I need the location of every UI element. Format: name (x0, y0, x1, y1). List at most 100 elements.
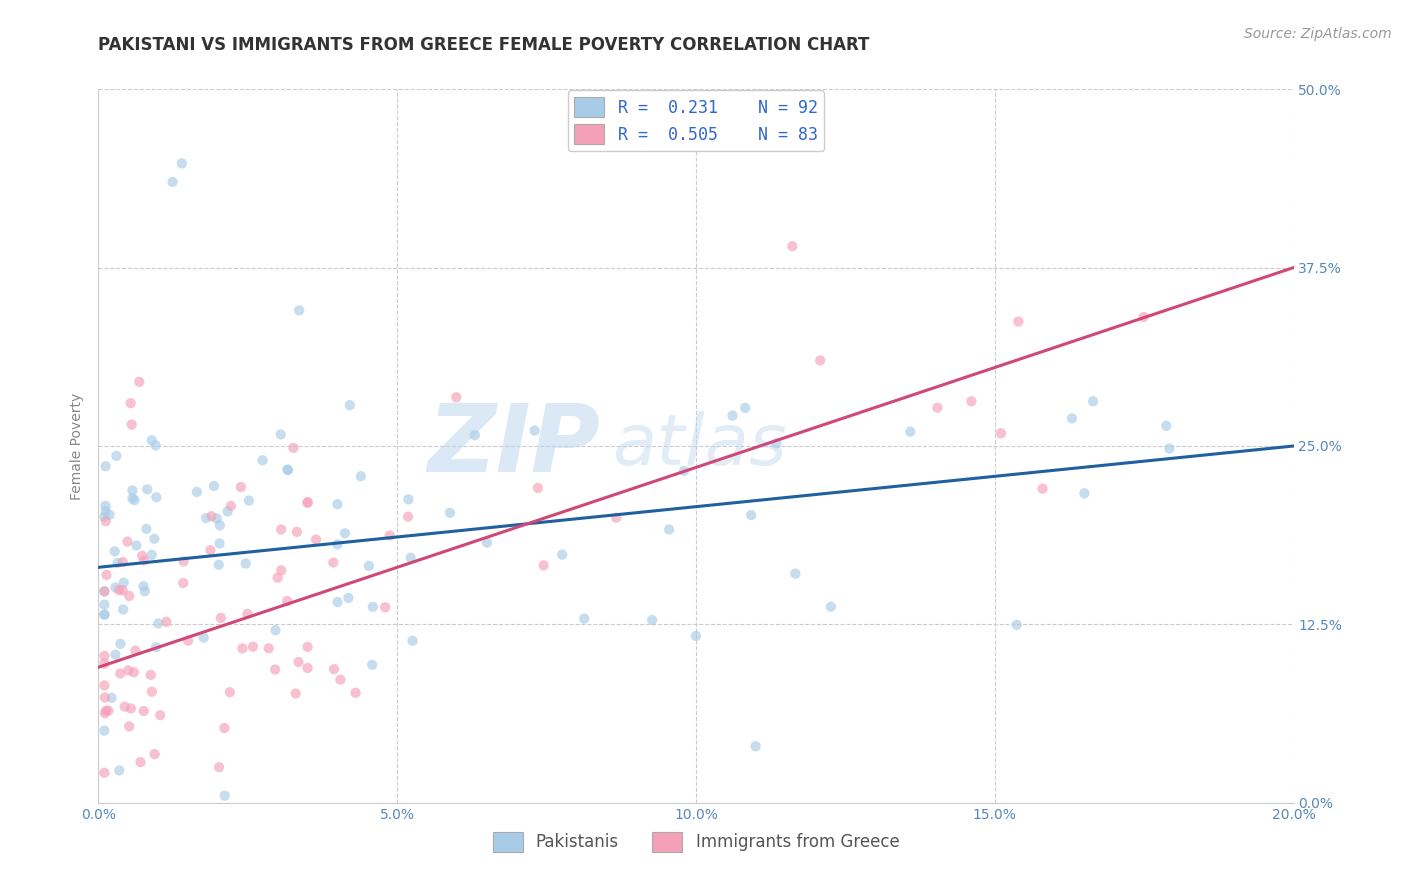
Point (202, 479, 225, 493)
Point (107, 556, 129, 570)
Point (208, 536, 231, 550)
Point (125, 538, 148, 552)
Point (446, 390, 468, 404)
Point (808, 353, 831, 368)
Point (134, 584, 156, 599)
Point (104, 648, 127, 662)
Point (93, 657, 115, 671)
Point (148, 616, 170, 631)
Point (257, 641, 280, 656)
Point (155, 615, 177, 629)
Point (1081, 394, 1104, 409)
Point (337, 591, 360, 605)
Point (208, 558, 231, 572)
Point (658, 523, 681, 537)
Point (401, 633, 423, 648)
Point (605, 510, 627, 524)
Point (98, 508, 121, 522)
Point (93, 723, 115, 738)
Point (111, 555, 134, 569)
Point (93, 678, 115, 692)
Point (214, 721, 236, 735)
Point (94, 504, 117, 518)
Point (374, 600, 396, 615)
Point (120, 396, 142, 410)
Point (361, 599, 384, 614)
Point (136, 483, 159, 497)
Point (94, 499, 117, 513)
Point (267, 571, 290, 585)
Point (357, 558, 380, 573)
Point (120, 701, 142, 715)
Point (129, 755, 152, 769)
Point (93, 765, 115, 780)
Point (145, 491, 167, 505)
Point (276, 462, 298, 476)
Point (124, 493, 146, 508)
Point (270, 523, 292, 537)
Legend: Pakistanis, Immigrants from Greece: Pakistanis, Immigrants from Greece (486, 825, 905, 859)
Point (112, 602, 135, 616)
Point (135, 522, 157, 536)
Point (782, 239, 804, 253)
Point (396, 509, 419, 524)
Point (276, 594, 298, 608)
Point (145, 640, 167, 654)
Text: atlas: atlas (613, 411, 787, 481)
Point (399, 550, 422, 565)
Point (208, 518, 231, 533)
Point (264, 623, 287, 637)
Point (1007, 315, 1029, 329)
Point (820, 599, 842, 614)
Point (93, 509, 115, 524)
Point (132, 553, 155, 567)
Point (527, 481, 550, 495)
Point (236, 607, 259, 621)
Point (118, 589, 141, 603)
Point (297, 661, 319, 675)
Point (288, 303, 311, 318)
Point (1005, 617, 1028, 632)
Point (235, 557, 257, 571)
Point (1060, 411, 1083, 425)
Point (143, 532, 166, 546)
Point (141, 434, 163, 448)
Point (94, 459, 117, 474)
Point (122, 665, 145, 680)
Point (172, 576, 194, 591)
Point (305, 533, 328, 547)
Point (117, 664, 139, 678)
Point (110, 666, 132, 681)
Point (108, 764, 131, 778)
Point (97, 704, 120, 718)
Point (785, 566, 807, 581)
Point (200, 543, 222, 558)
Point (124, 643, 146, 657)
Point (297, 496, 319, 510)
Point (283, 441, 305, 455)
Text: Source: ZipAtlas.com: Source: ZipAtlas.com (1244, 27, 1392, 41)
Point (100, 690, 122, 705)
Point (721, 409, 744, 423)
Point (111, 583, 134, 598)
Point (284, 686, 307, 700)
Point (339, 398, 361, 412)
Point (1032, 482, 1054, 496)
Point (104, 544, 127, 558)
Point (551, 548, 574, 562)
Point (143, 747, 166, 761)
Point (128, 375, 150, 389)
Point (112, 575, 135, 590)
Point (297, 640, 319, 654)
Point (990, 426, 1012, 441)
Point (209, 611, 232, 625)
Point (114, 699, 136, 714)
Point (238, 493, 260, 508)
Point (93, 607, 115, 622)
Point (326, 595, 349, 609)
Point (523, 424, 546, 438)
Point (121, 483, 143, 498)
Point (1132, 310, 1154, 324)
Point (1154, 418, 1177, 433)
Point (287, 655, 309, 669)
